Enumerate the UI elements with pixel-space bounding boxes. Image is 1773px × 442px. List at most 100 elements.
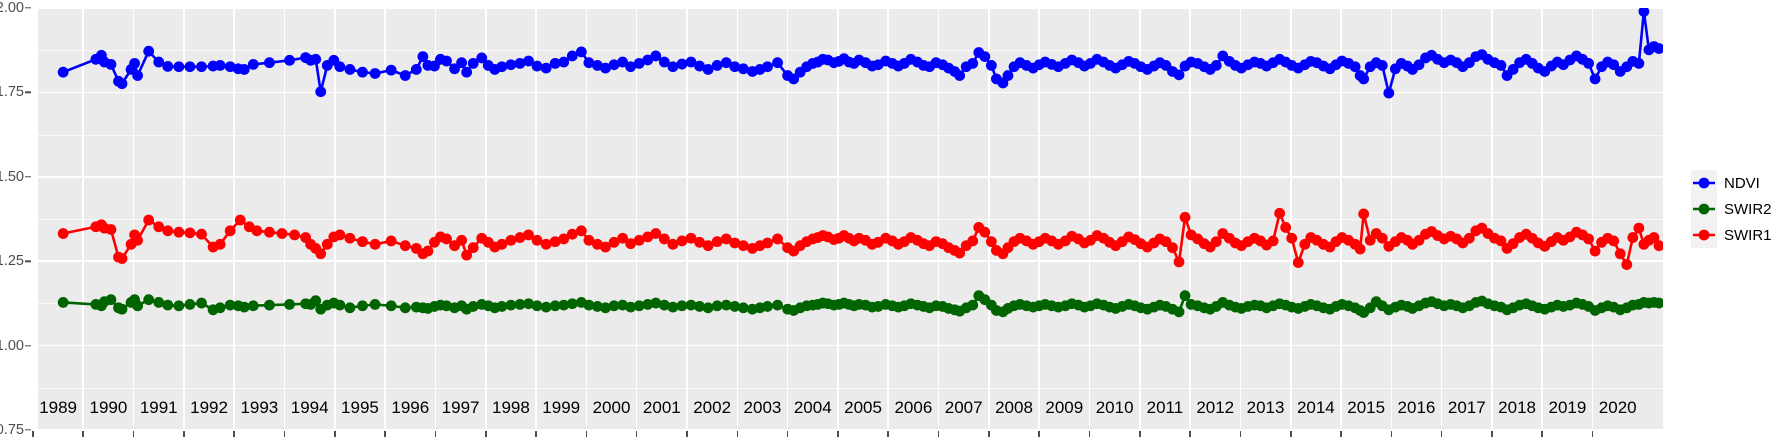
x-axis-tick-label: 2001 [642, 398, 681, 417]
data-point [238, 64, 250, 75]
x-axis-tick-mark [82, 431, 85, 437]
data-point [224, 299, 236, 311]
series-line [61, 10, 1661, 95]
data-point [441, 233, 452, 245]
y-axis-tick-mark [25, 7, 31, 9]
data-point [523, 229, 534, 241]
data-point [514, 299, 526, 310]
x-axis-tick-mark [1591, 431, 1594, 437]
data-point [456, 234, 468, 246]
legend-item-ndvi[interactable]: NDVI [1691, 170, 1772, 196]
data-point [461, 66, 473, 78]
x-axis-tick-mark [535, 431, 537, 437]
data-point [772, 299, 783, 311]
data-point [711, 236, 723, 248]
data-point [523, 55, 534, 67]
data-point [264, 57, 275, 69]
data-point [1633, 57, 1645, 69]
data-point [184, 299, 196, 310]
data-point [162, 225, 174, 237]
data-point [162, 299, 174, 311]
data-point [549, 57, 561, 69]
data-point [334, 299, 346, 311]
x-axis-tick-label: 2012 [1196, 398, 1235, 417]
data-point [1179, 211, 1191, 223]
data-point [583, 234, 595, 246]
y-axis-tick-label: 1.00 [0, 337, 24, 354]
data-point [1358, 208, 1370, 220]
data-point [954, 70, 966, 81]
data-point [116, 253, 128, 264]
data-point [685, 299, 697, 311]
x-axis-tick-mark [32, 431, 34, 437]
data-point [467, 301, 479, 312]
data-point [1173, 256, 1185, 268]
data-point [531, 300, 543, 312]
gridline-x-major [334, 8, 336, 430]
legend-key-swatch [1691, 170, 1717, 196]
data-point [116, 303, 128, 315]
x-axis-tick-label: 2009 [1045, 398, 1084, 417]
data-point [410, 64, 422, 75]
legend-item-swir2[interactable]: SWIR2 [1691, 196, 1772, 222]
gridline-y-minor [38, 50, 1663, 52]
data-point [625, 238, 637, 250]
x-axis-tick-mark [1541, 431, 1544, 437]
data-point [369, 68, 381, 79]
y-axis-tick-label: 0.75 [0, 422, 24, 438]
data-point [116, 78, 128, 90]
data-point [694, 60, 705, 72]
x-axis-tick-mark [1038, 431, 1040, 437]
gridline-x-major [837, 8, 839, 430]
gridline-y-minor [38, 219, 1663, 220]
x-axis-tick-mark [233, 431, 235, 437]
gridline-x-major [1390, 8, 1393, 430]
gridline-x-major [1541, 8, 1544, 430]
data-point [310, 295, 322, 307]
legend-point-icon [1693, 203, 1715, 215]
data-point [658, 233, 670, 245]
chart-legend: NDVI SWIR2 SWIR1 [1691, 170, 1772, 248]
gridline-x-major [484, 8, 487, 430]
data-point [625, 61, 637, 73]
data-point [310, 53, 322, 65]
data-point [184, 61, 196, 73]
series-svg [57, 8, 1663, 318]
x-axis-tick-mark [736, 431, 739, 437]
data-point [729, 301, 741, 312]
data-point [214, 302, 226, 314]
data-point [650, 297, 662, 309]
data-point [105, 58, 117, 70]
data-point [1292, 257, 1304, 268]
x-axis-tick-mark [183, 431, 185, 437]
data-point [967, 235, 979, 247]
x-axis-tick-mark [988, 431, 990, 437]
gridline-y-major [38, 176, 1663, 178]
data-point [549, 236, 561, 248]
data-point [985, 236, 997, 248]
x-axis-tick-mark [786, 431, 789, 437]
data-point [505, 299, 517, 311]
data-point [1210, 59, 1222, 71]
data-point [214, 238, 226, 250]
legend-item-swir1[interactable]: SWIR1 [1691, 222, 1772, 248]
data-point [1653, 43, 1663, 54]
data-point [1638, 8, 1650, 17]
data-point [334, 229, 346, 241]
data-point [57, 296, 69, 308]
data-point [617, 56, 628, 68]
gridline-x-major [1038, 8, 1040, 430]
x-axis-tick-mark [132, 431, 135, 437]
gridline-x-major [585, 8, 588, 430]
data-point [1413, 59, 1425, 71]
x-axis-tick-label: 2006 [894, 398, 933, 417]
data-point [284, 54, 295, 66]
x-axis-tick-label: 2007 [944, 398, 983, 417]
data-point [132, 70, 144, 81]
data-point [667, 61, 679, 73]
data-point [1589, 245, 1601, 257]
data-point [523, 298, 534, 310]
y-axis-tick-mark [25, 91, 31, 94]
data-point [1376, 232, 1388, 244]
x-axis-tick-mark [1289, 431, 1292, 437]
